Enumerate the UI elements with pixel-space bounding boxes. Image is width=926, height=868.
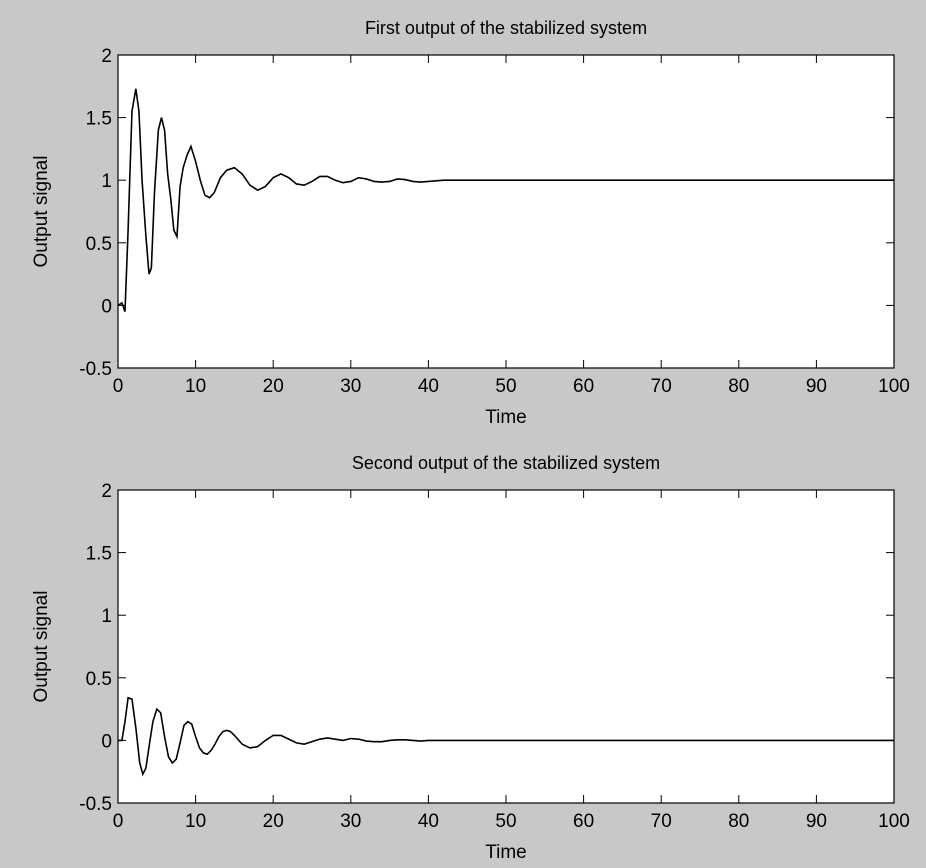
x-tick-label: 80 (728, 811, 749, 832)
y-axis-label: Output signal (31, 591, 52, 703)
x-tick-label: 60 (573, 811, 594, 832)
y-tick-label: 0.5 (86, 669, 112, 690)
series-line-1 (117, 88, 894, 312)
x-tick-label: 10 (185, 811, 206, 832)
y-tick-label: 1.5 (86, 109, 112, 130)
y-tick-label: 1.5 (86, 544, 112, 565)
plot-area (117, 489, 895, 804)
x-tick-label: 90 (806, 376, 827, 397)
x-tick-label: 90 (806, 811, 827, 832)
x-tick-label: 0 (113, 811, 124, 832)
y-tick-label: 1 (101, 171, 112, 192)
series-line-1 (118, 696, 894, 777)
y-tick-label: -0.5 (79, 794, 112, 815)
x-tick-label: 30 (340, 811, 361, 832)
x-axis-label: Time (485, 407, 527, 428)
x-tick-label: 10 (185, 376, 206, 397)
y-tick-label: 0.5 (86, 234, 112, 255)
x-tick-label: 20 (263, 376, 284, 397)
y-axis-label: Output signal (31, 156, 52, 268)
subplot-2: 0 10 20 30 40 50 60 70 80 90 100-0.500.511.52Secon… (31, 453, 910, 863)
subplot-1: 0 10 20 30 40 50 60 70 80 90 100-0.500.511.52First… (31, 18, 910, 428)
chart-title: First output of the stabilized system (365, 18, 647, 38)
y-tick-label: 2 (101, 481, 112, 502)
y-tick-label: -0.5 (79, 359, 112, 380)
x-tick-label: 40 (418, 376, 439, 397)
x-tick-label: 80 (728, 376, 749, 397)
y-tick-label: 0 (101, 731, 112, 752)
x-axis-label: Time (485, 842, 527, 863)
x-tick-label: 100 (878, 811, 910, 832)
chart-title: Second output of the stabilized system (352, 453, 660, 473)
x-tick-label: 50 (495, 376, 516, 397)
x-tick-label: 70 (651, 376, 672, 397)
x-tick-label: 70 (651, 811, 672, 832)
x-tick-label: 0 (113, 376, 124, 397)
y-tick-label: 1 (101, 606, 112, 627)
y-tick-label: 2 (101, 46, 112, 67)
x-tick-label: 60 (573, 376, 594, 397)
y-tick-label: 0 (101, 296, 112, 317)
x-tick-label: 30 (340, 376, 361, 397)
x-tick-label: 20 (263, 811, 284, 832)
plot-area (117, 54, 895, 369)
x-tick-label: 50 (495, 811, 516, 832)
x-tick-label: 100 (878, 376, 910, 397)
x-tick-label: 40 (418, 811, 439, 832)
